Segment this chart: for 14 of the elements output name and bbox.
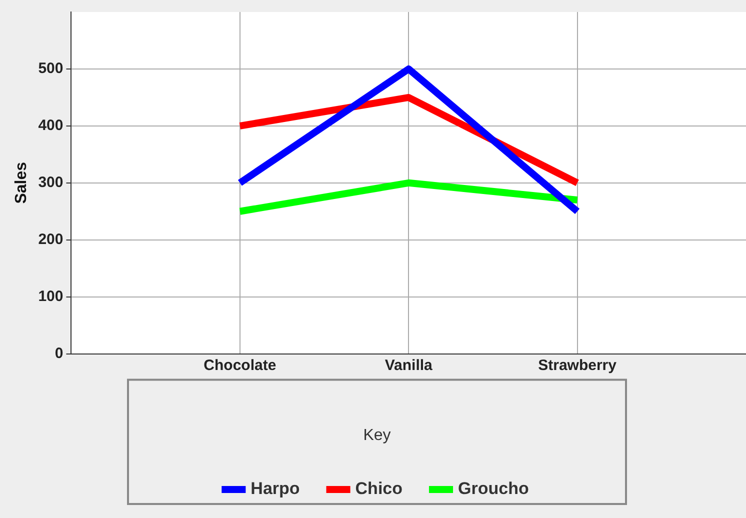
- y-tick-label: 400: [38, 117, 64, 134]
- legend-label: Groucho: [458, 479, 529, 498]
- legend-label: Harpo: [250, 479, 300, 498]
- y-tick-label: 500: [38, 60, 64, 78]
- x-tick-label: Chocolate: [204, 356, 276, 374]
- x-tick-label: Vanilla: [384, 356, 434, 374]
- legend-title: Key: [363, 427, 391, 444]
- y-tick-label: 200: [38, 231, 64, 248]
- y-tick-label: 0: [54, 344, 64, 362]
- y-tick-label: 300: [38, 174, 64, 192]
- legend-label: Chico: [355, 479, 403, 498]
- y-axis-title: Sales: [13, 162, 30, 204]
- x-tick-label: Strawberry: [538, 356, 618, 374]
- y-tick-label: 100: [38, 288, 64, 305]
